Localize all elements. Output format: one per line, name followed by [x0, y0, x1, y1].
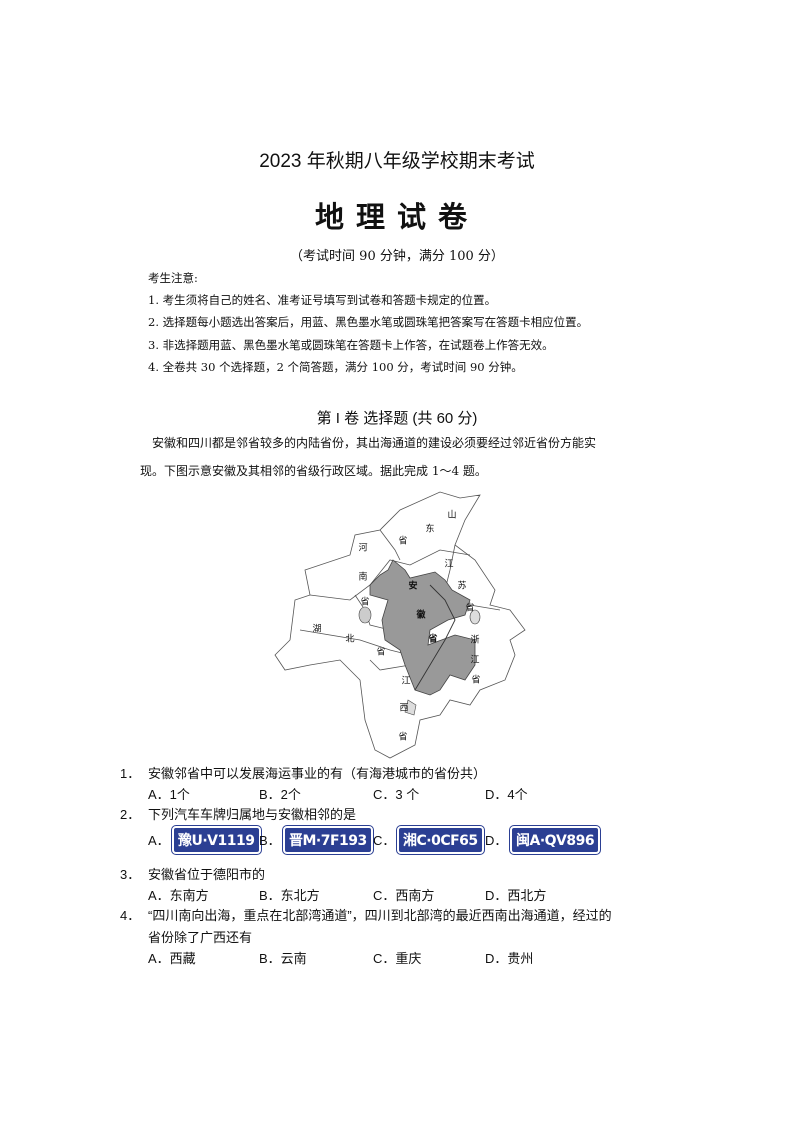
option-c: C．: [373, 833, 396, 848]
option-d: D．4个: [485, 787, 528, 802]
map-label: 省: [376, 646, 386, 657]
option-b: B．东北方: [259, 888, 320, 903]
section-heading: 第 I 卷 选择题 (共 60 分): [316, 410, 478, 427]
map-label: 省: [398, 535, 408, 546]
question-text: 下列汽车车牌归属地与安徽相邻的是: [148, 807, 357, 822]
option-a: A．西藏: [148, 951, 196, 966]
map-label: 省: [428, 633, 438, 644]
question-number: 2．: [120, 807, 141, 822]
question-number: 4．: [120, 908, 141, 923]
map-outline: [274, 491, 526, 759]
notes-heading: 考生注意:: [148, 271, 198, 285]
license-plate: 湘C·0CF65: [396, 825, 485, 855]
note-item: 4. 全卷共 30 个选择题，2 个简答题，满分 100 分，考试时间 90 分…: [148, 360, 523, 374]
option-d: D．贵州: [485, 951, 534, 966]
subject-title: 地理试卷: [314, 200, 479, 234]
option-b: B．云南: [259, 951, 307, 966]
note-item: 3. 非选择题用蓝、黑色墨水笔或圆珠笔在答题卡上作答，在试题卷上作答无效。: [148, 338, 554, 352]
map-label: 江: [444, 558, 454, 569]
license-plate: 豫U·V1119: [171, 825, 262, 855]
map-label: 浙: [470, 634, 480, 645]
map-label: 省: [471, 674, 481, 685]
question-text: 安徽省位于德阳市的: [148, 867, 266, 882]
anhui-region: [369, 559, 476, 696]
option-a: A．1个: [148, 787, 190, 802]
map-label: 江: [470, 654, 480, 665]
option-b: B．: [259, 833, 281, 848]
map-label: 苏: [457, 580, 467, 591]
map-label: 河: [358, 542, 368, 553]
intro-text: 安徽和四川都是邻省较多的内陆省份，其出海通道的建设必须要经过邻近省份方能实: [152, 436, 597, 450]
question-number: 3．: [120, 867, 141, 882]
option-c: C．3 个: [373, 787, 420, 802]
map-label: 省: [360, 596, 370, 607]
map-label: 东: [425, 523, 435, 534]
intro-text: 现。下图示意安徽及其相邻的省级行政区域。据此完成 1～4 题。: [140, 464, 487, 478]
option-a: A．东南方: [148, 888, 209, 903]
license-plate: 晋M·7F193: [282, 825, 374, 855]
option-c: C．西南方: [373, 888, 435, 903]
note-item: 2. 选择题每小题选出答案后，用蓝、黑色墨水笔或圆珠笔把答案写在答题卡相应位置。: [148, 315, 589, 329]
map-label: 湖: [312, 623, 322, 634]
note-item: 1. 考生须将自己的姓名、准考证号填写到试卷和答题卡规定的位置。: [148, 293, 497, 307]
exam-info: （考试时间 90 分钟，满分 100 分）: [290, 249, 504, 264]
map-label: 北: [345, 633, 355, 644]
option-a: A．: [148, 833, 170, 848]
license-plate: 闽A·QV896: [508, 825, 602, 855]
question-text: “四川南向出海，重点在北部湾通道”，四川到北部湾的最近西南出海通道，经过的: [148, 908, 612, 923]
question-text: 安徽邻省中可以发展海运事业的有（有海港城市的省份共）: [148, 766, 487, 781]
map-label: 徽: [416, 609, 426, 620]
question-text-cont: 省份除了广西还有: [148, 930, 253, 945]
option-d: D．西北方: [485, 888, 547, 903]
map-label: 江: [401, 675, 411, 686]
option-b: B．2个: [259, 787, 301, 802]
question-number: 1．: [120, 766, 141, 781]
map-label: 山: [447, 509, 457, 520]
map-label: 西: [399, 702, 409, 713]
map-label: 安: [408, 580, 418, 591]
anhui-map: 山 东 省 河 南 江 安 苏 省 省 徽 湖 北 省 浙 省 江 江 省 西 …: [270, 490, 530, 760]
option-d: D．: [485, 833, 508, 848]
map-label: 省: [398, 731, 408, 742]
map-label: 省: [465, 602, 475, 613]
exam-title: 2023 年秋期八年级学校期末考试: [259, 151, 535, 172]
map-label: 南: [358, 571, 368, 582]
option-c: C．重庆: [373, 951, 422, 966]
